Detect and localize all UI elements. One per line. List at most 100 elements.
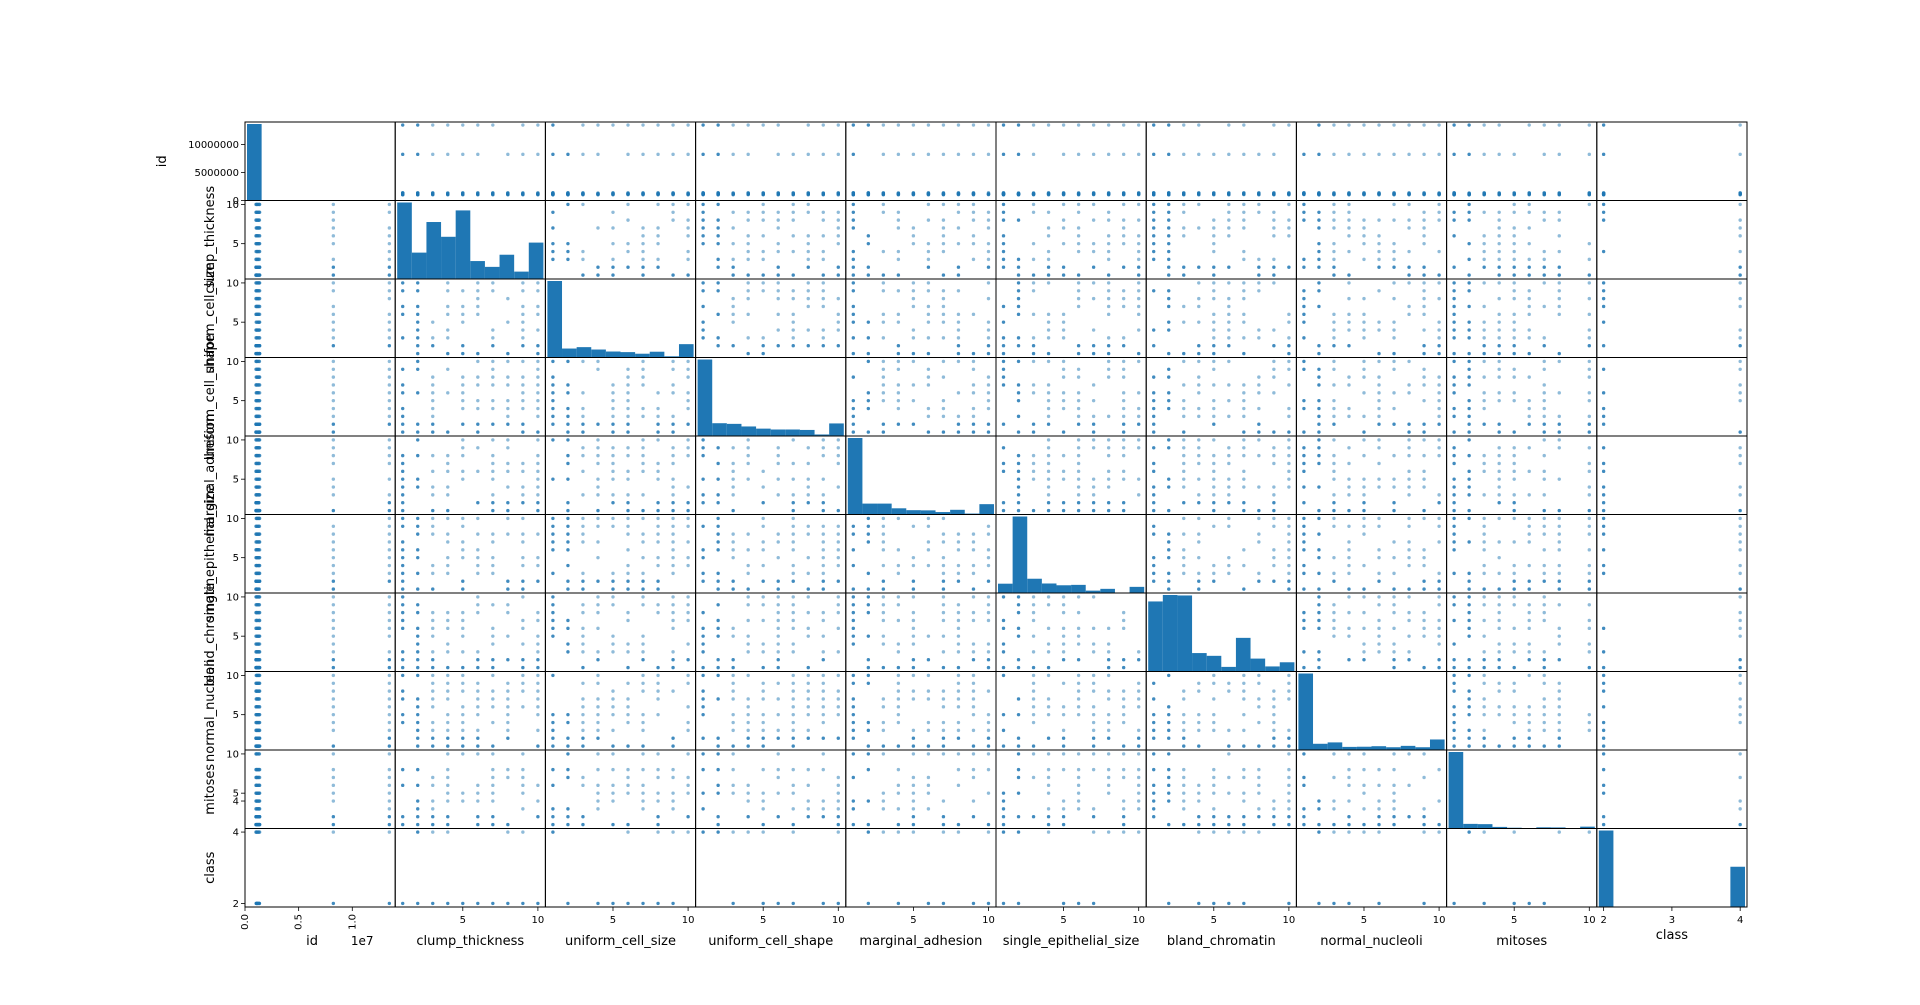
scatter-point: [851, 304, 856, 309]
scatter-point: [1512, 508, 1516, 513]
scatter-point: [581, 406, 585, 411]
scatter-point: [1377, 241, 1381, 246]
scatter-point: [641, 712, 645, 717]
scatter-point: [686, 642, 690, 646]
scatter-point: [1512, 453, 1516, 458]
scatter-point: [986, 249, 991, 254]
scatter-point: [506, 720, 510, 725]
scatter-point: [1587, 493, 1591, 497]
cell-single_epithelial_size-vs-uniform_cell_size: [544, 514, 697, 594]
scatter-point: [851, 375, 856, 379]
scatter-point: [1362, 477, 1366, 481]
scatter-point: [821, 508, 825, 513]
scatter-point: [536, 493, 540, 497]
scatter-point: [521, 191, 525, 195]
scatter-point: [401, 304, 405, 309]
scatter-point: [1302, 540, 1306, 544]
hist-bar-uniform_cell_size: [664, 356, 679, 358]
scatter-point: [1392, 241, 1396, 246]
scatter-point: [1452, 461, 1456, 466]
scatter-point: [581, 579, 585, 583]
scatter-point: [1287, 461, 1291, 466]
scatter-point: [1076, 351, 1081, 356]
scatter-point: [506, 383, 510, 387]
scatter-point: [401, 673, 405, 678]
scatter-point: [1527, 226, 1531, 230]
scatter-point: [551, 744, 555, 748]
scatter-point: [257, 226, 262, 230]
scatter-point: [1317, 485, 1321, 489]
scatter-point: [611, 493, 615, 497]
scatter-point: [1091, 202, 1096, 207]
scatter-point: [791, 642, 795, 646]
scatter-point: [1392, 320, 1396, 324]
hist-bar-bland_chromatin: [1162, 595, 1178, 672]
scatter-point: [1001, 218, 1006, 222]
scatter-point: [1272, 367, 1276, 371]
cell-frame: [244, 514, 396, 594]
scatter-point: [866, 524, 871, 528]
scatter-point: [1512, 296, 1516, 301]
scatter-point: [626, 587, 630, 591]
scatter-point: [257, 391, 262, 395]
scatter-point: [1482, 422, 1486, 426]
scatter-point: [257, 493, 262, 497]
scatter-point: [1377, 548, 1381, 552]
scatter-point: [1407, 383, 1411, 387]
scatter-point: [1272, 453, 1276, 458]
scatter-point: [566, 501, 570, 505]
scatter-point: [716, 289, 720, 293]
scatter-point: [1347, 595, 1351, 599]
cell-clump_thickness-vs-normal_nucleoli: [1295, 200, 1448, 280]
scatter-point: [1452, 414, 1456, 419]
scatter-point: [881, 642, 886, 646]
scatter-point: [791, 650, 795, 654]
scatter-point: [1227, 398, 1231, 403]
scatter-point: [986, 406, 991, 411]
scatter-point: [671, 524, 675, 528]
scatter-point: [581, 705, 585, 709]
scatter-point: [806, 281, 810, 285]
scatter-point: [1197, 406, 1201, 411]
scatter-point: [1527, 289, 1531, 293]
scatter-point: [431, 697, 435, 701]
scatter-point: [1257, 571, 1261, 576]
scatter-point: [1467, 603, 1471, 607]
scatter-point: [1061, 320, 1066, 324]
scatter-point: [1076, 281, 1081, 285]
scatter-point: [821, 501, 825, 505]
scatter-point: [257, 705, 262, 709]
scatter-point: [1016, 626, 1021, 631]
scatter-point: [1738, 226, 1742, 230]
scatter-point: [986, 265, 991, 269]
scatter-point: [446, 485, 450, 489]
scatter-point: [1182, 548, 1186, 552]
scatter-point: [986, 430, 991, 434]
scatter-point: [806, 234, 810, 238]
scatter-point: [1497, 446, 1501, 450]
scatter-point: [1347, 461, 1351, 466]
scatter-point: [521, 359, 525, 364]
scatter-point: [1287, 123, 1291, 127]
scatter-point: [506, 689, 510, 693]
scatter-point: [581, 257, 585, 262]
scatter-point: [1512, 469, 1516, 474]
scatter-point: [461, 579, 465, 583]
scatter-point: [1016, 658, 1021, 662]
cell-single_epithelial_size-vs-clump_thickness: [394, 514, 546, 594]
scatter-point: [1061, 226, 1066, 230]
scatter-point: [401, 461, 405, 466]
scatter-point: [701, 501, 705, 505]
scatter-point: [776, 610, 780, 615]
scatter-point: [1407, 438, 1411, 442]
scatter-point: [1197, 461, 1201, 466]
scatter-point: [1302, 524, 1306, 528]
scatter-point: [1467, 304, 1471, 309]
scatter-point: [1601, 152, 1606, 157]
scatter-point: [746, 281, 750, 285]
scatter-point: [1287, 383, 1291, 387]
scatter-point: [1076, 249, 1081, 254]
scatter-point: [1587, 344, 1591, 348]
scatter-point: [1512, 516, 1516, 521]
scatter-point: [1031, 336, 1036, 340]
